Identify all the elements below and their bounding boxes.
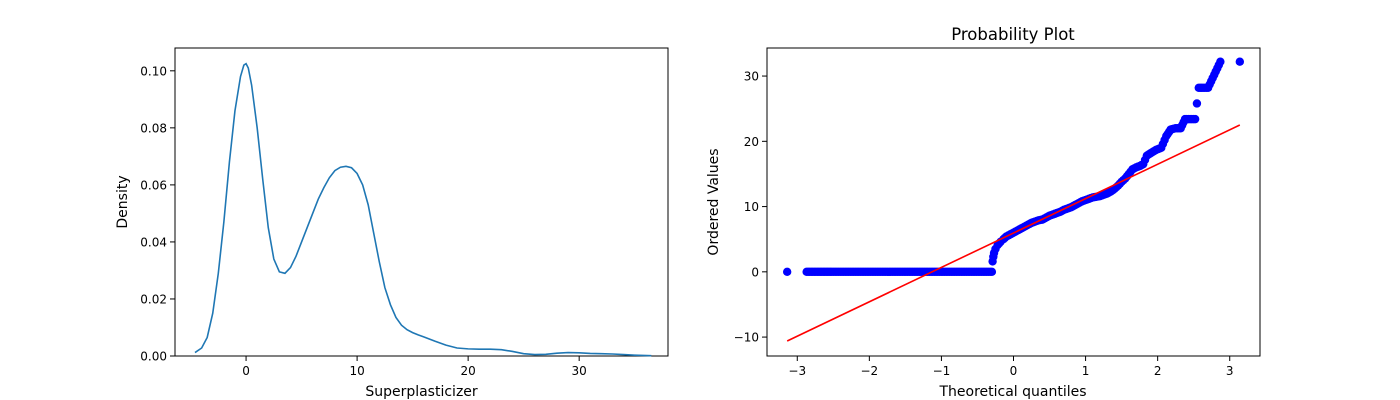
probplot-y-ticks: −10 0 10 20 30 — [734, 70, 767, 345]
y-tick-label: 0.02 — [140, 292, 167, 306]
x-tick-label: 0 — [1010, 364, 1018, 378]
y-tick-label: 0.06 — [140, 178, 167, 192]
kde-y-ticks: 0.00 0.02 0.04 0.06 0.08 0.10 — [140, 64, 175, 364]
probplot-x-ticks: −3 −2 −1 0 1 2 3 — [788, 356, 1234, 378]
probplot-point — [782, 267, 792, 277]
probplot-x-axis-label: Theoretical quantiles — [938, 384, 1086, 400]
x-tick-label: 3 — [1226, 364, 1234, 378]
y-tick-label: 0.04 — [140, 235, 167, 249]
kde-x-ticks: 0 10 20 30 — [242, 356, 587, 378]
y-tick-label: 0 — [751, 265, 759, 279]
x-tick-label: 30 — [572, 364, 587, 378]
kde-density-line — [194, 62, 652, 357]
kde-panel: 0 10 20 30 0.00 0.02 0.04 0.06 0.08 0.10 Superpl… — [115, 47, 669, 400]
probplot-fit-line — [786, 124, 1241, 342]
y-tick-label: 0.00 — [140, 350, 167, 364]
probplot-point — [987, 267, 997, 277]
probplot-y-axis-label: Ordered Values — [706, 148, 722, 255]
probplot-point — [1190, 114, 1200, 124]
x-tick-label: 10 — [349, 364, 364, 378]
kde-y-axis-label: Density — [115, 175, 131, 228]
probplot-point — [1192, 99, 1202, 108]
y-tick-label: 20 — [744, 135, 759, 149]
y-tick-label: −10 — [734, 331, 759, 345]
y-tick-label: 0.08 — [140, 121, 167, 135]
probplot-point — [1235, 57, 1245, 66]
y-tick-label: 10 — [744, 200, 759, 214]
x-tick-label: 2 — [1154, 364, 1162, 378]
kde-x-axis-label: Superplasticizer — [365, 384, 478, 400]
x-tick-label: −2 — [860, 364, 878, 378]
x-tick-label: −3 — [788, 364, 806, 378]
probplot-point — [1216, 57, 1225, 66]
probplot-points — [782, 57, 1245, 277]
x-tick-label: 20 — [460, 364, 475, 378]
x-tick-label: 0 — [242, 364, 250, 378]
x-tick-label: −1 — [933, 364, 951, 378]
y-tick-label: 0.10 — [140, 64, 167, 78]
kde-plot-area — [174, 47, 669, 357]
x-tick-label: 1 — [1082, 364, 1090, 378]
probplot-title: Probability Plot — [951, 25, 1075, 44]
probplot-plot-area — [766, 47, 1261, 357]
y-tick-label: 30 — [744, 70, 759, 84]
